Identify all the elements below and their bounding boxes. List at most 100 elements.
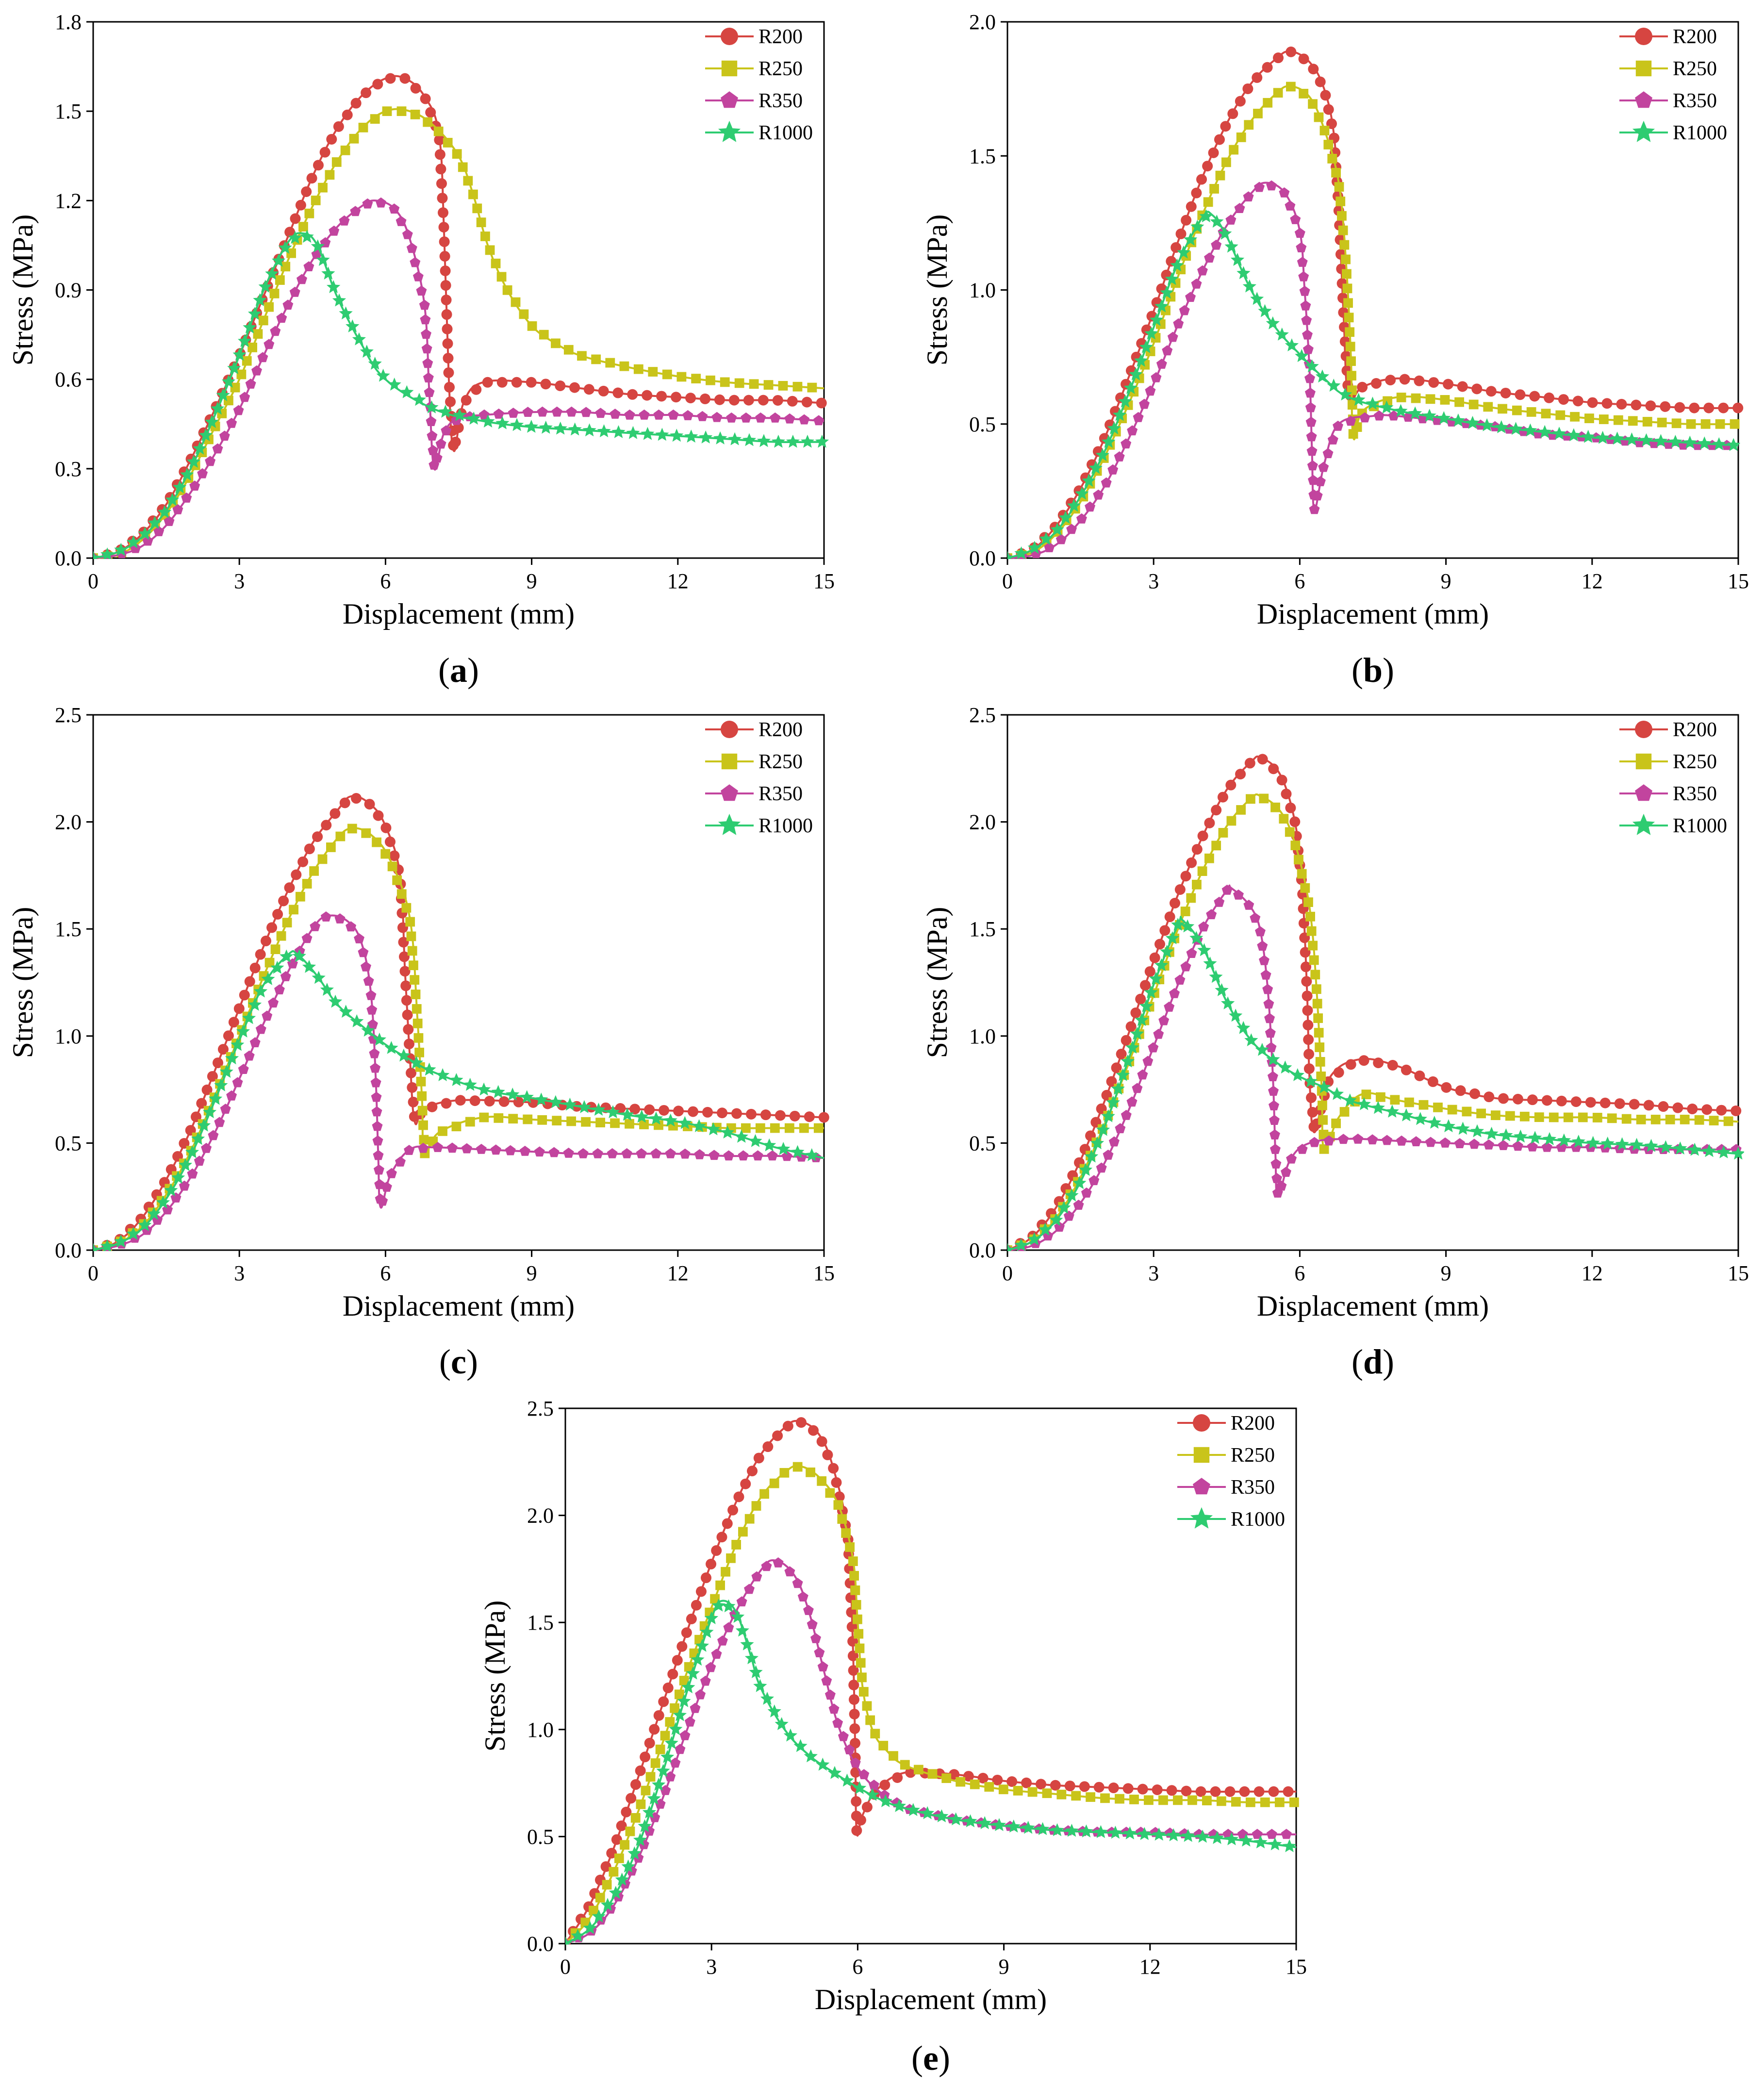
data-point-r350 <box>1262 984 1273 994</box>
data-point-r350 <box>1055 534 1067 545</box>
data-point-r250 <box>347 824 357 834</box>
data-point-r350 <box>370 1077 381 1088</box>
data-point-r200 <box>789 1110 800 1122</box>
data-point-r200 <box>1300 947 1311 958</box>
y-tick-label: 2.0 <box>55 810 82 834</box>
data-point-r1000 <box>1196 1830 1210 1843</box>
data-point-r1000 <box>321 266 335 280</box>
data-point-r200 <box>1658 1101 1669 1112</box>
data-point-r200 <box>1302 1020 1314 1031</box>
data-point-r250 <box>1236 805 1246 815</box>
data-point-r250 <box>625 1119 634 1129</box>
data-point-r250 <box>406 931 416 941</box>
data-point-r250 <box>845 1542 855 1552</box>
data-point-r1000 <box>520 1090 534 1103</box>
data-point-r1000 <box>185 1145 199 1158</box>
data-point-r250 <box>865 1715 875 1725</box>
x-tick-label: 3 <box>1148 1261 1159 1285</box>
data-point-r250 <box>670 1703 680 1713</box>
data-point-r250 <box>309 866 319 876</box>
data-point-r350 <box>1269 1115 1280 1125</box>
data-point-r250 <box>417 1091 427 1101</box>
data-point-r1000 <box>280 949 294 963</box>
data-point-r250 <box>913 1765 923 1775</box>
data-point-r200 <box>1443 379 1454 390</box>
data-point-r350 <box>1254 182 1265 192</box>
data-point-r200 <box>649 1724 660 1735</box>
data-point-r250 <box>451 1122 462 1132</box>
data-point-r1000 <box>1007 1243 1015 1251</box>
data-point-r1000 <box>963 1814 977 1828</box>
data-point-r200 <box>461 395 472 406</box>
data-point-r250 <box>1549 1112 1559 1122</box>
data-point-r350 <box>365 990 377 1000</box>
data-point-r250 <box>763 380 774 390</box>
data-point-r350 <box>386 1168 397 1178</box>
data-point-r1000 <box>1118 394 1132 408</box>
data-point-r200 <box>722 1518 733 1529</box>
data-point-r350 <box>1255 926 1266 937</box>
data-point-r250 <box>660 1731 670 1741</box>
data-point-r350 <box>1081 1187 1092 1198</box>
plot-frame <box>564 1407 1297 1945</box>
data-point-r200 <box>702 1106 713 1118</box>
data-point-r250 <box>468 189 478 199</box>
data-point-r350 <box>679 1148 691 1159</box>
data-point-r200 <box>691 1600 702 1611</box>
series-markers-r1000 <box>93 949 819 1251</box>
data-point-r200 <box>700 1572 711 1584</box>
data-point-r200 <box>1614 1098 1625 1109</box>
data-point-r350 <box>824 1689 836 1700</box>
data-point-r350 <box>395 1156 406 1167</box>
y-tick-label: 1.5 <box>527 1611 554 1634</box>
data-point-r200 <box>847 1650 858 1662</box>
data-point-r200 <box>380 822 392 833</box>
data-point-r1000 <box>114 1234 128 1248</box>
data-point-r350 <box>1304 387 1316 398</box>
data-point-r250 <box>1294 855 1303 865</box>
plot-frame <box>1006 714 1739 1251</box>
data-point-r1000 <box>1215 983 1229 996</box>
data-point-r250 <box>645 1772 656 1782</box>
data-point-r200 <box>326 133 337 145</box>
data-point-r200 <box>436 178 447 189</box>
data-point-r1000 <box>332 293 346 307</box>
data-point-r200 <box>1298 53 1309 65</box>
data-point-r1000 <box>329 994 343 1008</box>
legend-marker-r200 <box>1193 1414 1210 1432</box>
legend: R200 R250 R350 R1000 <box>705 26 813 144</box>
data-point-r1000 <box>711 1598 725 1612</box>
data-point-r1000 <box>1470 1124 1484 1138</box>
data-point-r200 <box>425 107 436 118</box>
data-point-r350 <box>1093 489 1104 500</box>
data-point-r250 <box>1411 393 1421 403</box>
data-point-r350 <box>1338 1134 1349 1144</box>
data-point-r350 <box>653 409 664 420</box>
data-point-r350 <box>424 387 435 397</box>
data-point-r1000 <box>635 1109 649 1123</box>
data-point-r200 <box>1235 769 1246 780</box>
data-point-r200 <box>321 820 332 831</box>
data-point-r1000 <box>178 1158 193 1171</box>
data-point-r350 <box>711 1649 722 1659</box>
data-point-r200 <box>301 186 312 197</box>
data-point-r350 <box>1153 1028 1164 1039</box>
data-point-r350 <box>1085 501 1096 512</box>
data-point-r200 <box>848 1680 859 1691</box>
data-point-r200 <box>1414 375 1425 386</box>
legend-marker-r1000 <box>1632 120 1655 142</box>
data-point-r350 <box>1296 242 1307 252</box>
data-point-r1000 <box>211 401 225 415</box>
data-point-r250 <box>1308 99 1318 109</box>
data-point-r1000 <box>642 1805 657 1818</box>
data-point-r1000 <box>1499 1128 1513 1141</box>
data-point-r1000 <box>906 1803 920 1816</box>
data-point-r200 <box>747 1466 758 1477</box>
data-point-r250 <box>1027 1787 1038 1797</box>
data-point-r200 <box>213 1057 224 1069</box>
data-point-r1000 <box>800 434 815 448</box>
data-point-r250 <box>1129 1795 1139 1804</box>
data-point-r1000 <box>1528 1131 1542 1144</box>
data-point-r1000 <box>148 516 162 529</box>
legend-label-r200: R200 <box>758 26 803 48</box>
